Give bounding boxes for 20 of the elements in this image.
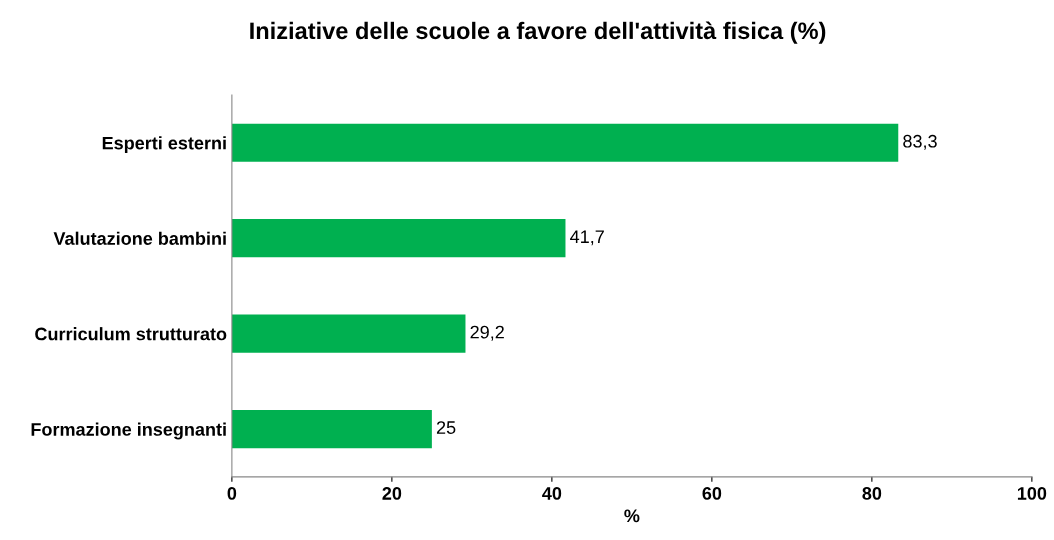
x-axis-title: % (624, 509, 640, 523)
chart-title: Iniziative delle scuole a favore dell'attività fisica (%) (250, 21, 826, 44)
x-tick-label: 100 (1017, 487, 1047, 500)
data-label: 83,3 (903, 134, 937, 150)
y-tick-label: Curriculum strutturato (35, 327, 227, 341)
bar (231, 410, 432, 449)
y-tick-label: Formazione insegnanti (31, 422, 226, 440)
bar (231, 219, 566, 258)
data-label: 29,2 (470, 325, 504, 341)
x-tick-label: 80 (862, 487, 882, 500)
x-tick-label: 20 (382, 487, 402, 500)
data-label: 41,7 (570, 230, 604, 246)
data-label: 25 (436, 421, 456, 434)
bar (231, 123, 899, 162)
y-tick-label: Valutazione bambini (53, 231, 226, 245)
x-tick-label: 40 (542, 487, 562, 500)
x-tick-label: 0 (227, 487, 237, 500)
y-tick-label: Esperti esterni (102, 136, 226, 154)
bar (231, 314, 466, 353)
x-tick-label: 60 (702, 487, 722, 500)
